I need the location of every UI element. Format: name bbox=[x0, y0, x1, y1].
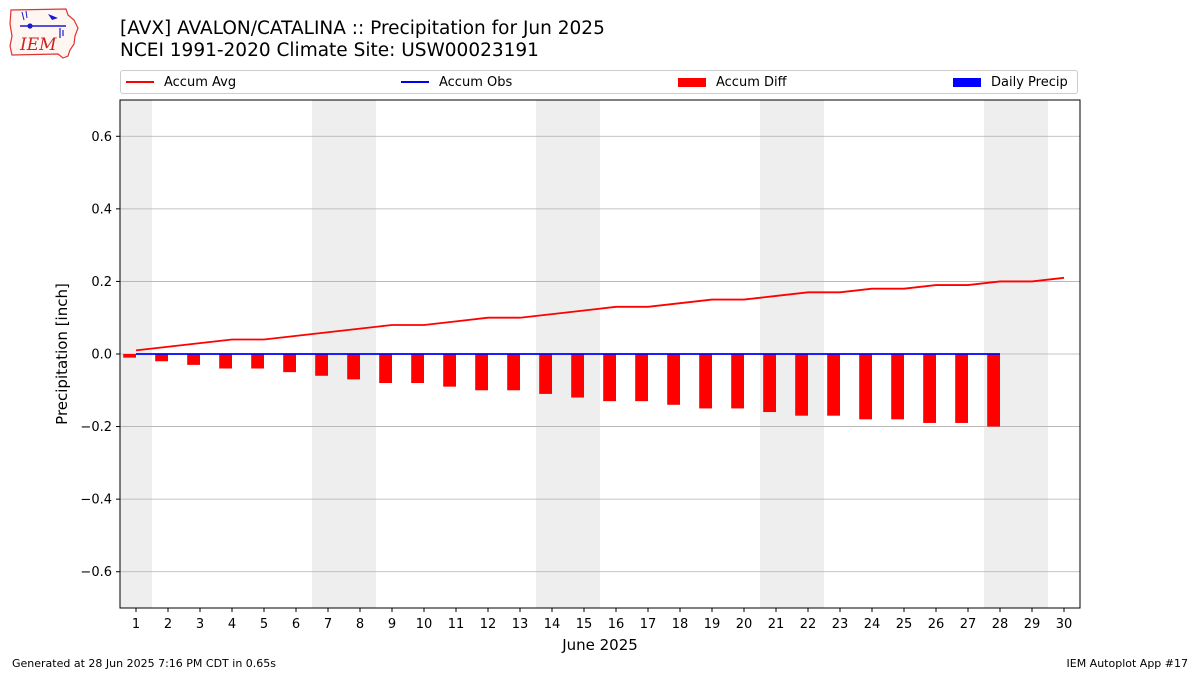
accum-diff-bar bbox=[923, 354, 936, 423]
x-tick-label: 7 bbox=[324, 617, 332, 632]
accum-diff-bar bbox=[699, 354, 712, 409]
x-tick-label: 25 bbox=[896, 617, 913, 632]
x-tick-label: 16 bbox=[608, 617, 625, 632]
legend-swatch-daily-precip bbox=[953, 77, 981, 87]
x-tick-label: 6 bbox=[292, 617, 300, 632]
accum-diff-bar bbox=[443, 354, 456, 387]
accum-diff-bar bbox=[955, 354, 968, 423]
accum-diff-bar bbox=[155, 354, 168, 362]
x-tick-label: 10 bbox=[416, 617, 433, 632]
accum-diff-bar bbox=[411, 354, 424, 384]
y-tick-label: −0.4 bbox=[80, 493, 112, 508]
legend-label-accum-avg: Accum Avg bbox=[164, 74, 237, 90]
x-tick-label: 29 bbox=[1024, 617, 1041, 632]
accum-diff-bar bbox=[603, 354, 616, 402]
legend: Accum Avg Accum Obs Accum Diff Daily Pre… bbox=[120, 70, 1078, 94]
accum-diff-bar bbox=[315, 354, 328, 376]
x-tick-label: 9 bbox=[388, 617, 396, 632]
x-tick-label: 11 bbox=[448, 617, 465, 632]
legend-label-daily-precip: Daily Precip bbox=[991, 74, 1068, 90]
x-tick-label: 3 bbox=[196, 617, 204, 632]
accum-diff-bar bbox=[283, 354, 296, 373]
x-tick-label: 22 bbox=[800, 617, 817, 632]
x-tick-label: 21 bbox=[768, 617, 785, 632]
generated-footer: Generated at 28 Jun 2025 7:16 PM CDT in … bbox=[12, 657, 277, 670]
accum-diff-bar bbox=[795, 354, 808, 416]
legend-item-accum-diff: Accum Diff bbox=[678, 71, 787, 93]
accum-diff-bar bbox=[667, 354, 680, 405]
accum-diff-bar bbox=[123, 354, 136, 358]
legend-swatch-accum-avg bbox=[126, 81, 154, 83]
iem-logo: IEM bbox=[9, 8, 79, 59]
x-tick-label: 19 bbox=[704, 617, 721, 632]
x-tick-label: 4 bbox=[228, 617, 236, 632]
y-tick-label: 0.4 bbox=[91, 202, 112, 217]
legend-label-accum-obs: Accum Obs bbox=[439, 74, 513, 90]
x-tick-label: 24 bbox=[864, 617, 881, 632]
x-tick-label: 18 bbox=[672, 617, 689, 632]
x-tick-label: 2 bbox=[164, 617, 172, 632]
accum-diff-bar bbox=[187, 354, 200, 365]
logo-text: IEM bbox=[19, 35, 57, 55]
accum-diff-bar bbox=[571, 354, 584, 398]
chart-subtitle: NCEI 1991-2020 Climate Site: USW00023191 bbox=[120, 40, 539, 61]
accum-diff-bar bbox=[347, 354, 360, 380]
legend-label-accum-diff: Accum Diff bbox=[716, 74, 787, 90]
accum-diff-bar bbox=[731, 354, 744, 409]
accum-diff-bar bbox=[635, 354, 648, 402]
accum-diff-bar bbox=[859, 354, 872, 420]
y-tick-label: −0.6 bbox=[80, 565, 112, 580]
app-footer: IEM Autoplot App #17 bbox=[1066, 657, 1189, 670]
x-axis-label: June 2025 bbox=[561, 636, 638, 654]
x-tick-label: 28 bbox=[992, 617, 1009, 632]
x-tick-label: 23 bbox=[832, 617, 849, 632]
y-tick-label: 0.2 bbox=[91, 275, 112, 290]
x-tick-label: 12 bbox=[480, 617, 497, 632]
legend-item-accum-avg: Accum Avg bbox=[126, 71, 236, 93]
x-tick-label: 1 bbox=[132, 617, 140, 632]
x-tick-label: 27 bbox=[960, 617, 977, 632]
accum-diff-bar bbox=[251, 354, 264, 369]
y-tick-label: −0.2 bbox=[80, 420, 112, 435]
accum-diff-bar bbox=[763, 354, 776, 413]
accum-avg-line bbox=[135, 276, 1065, 352]
legend-swatch-accum-obs bbox=[401, 81, 429, 83]
accum-diff-bar bbox=[891, 354, 904, 420]
legend-item-accum-obs: Accum Obs bbox=[401, 71, 512, 93]
accum-diff-bar bbox=[539, 354, 552, 394]
accum-diff-bar bbox=[475, 354, 488, 391]
x-tick-label: 17 bbox=[640, 617, 657, 632]
x-tick-label: 14 bbox=[544, 617, 561, 632]
x-tick-label: 8 bbox=[356, 617, 364, 632]
accum-diff-bar bbox=[987, 354, 1000, 427]
x-tick-label: 13 bbox=[512, 617, 529, 632]
legend-item-daily-precip: Daily Precip bbox=[953, 71, 1068, 93]
legend-swatch-accum-diff bbox=[678, 77, 706, 87]
x-tick-label: 30 bbox=[1056, 617, 1073, 632]
x-tick-label: 15 bbox=[576, 617, 593, 632]
y-axis-label: Precipitation [inch] bbox=[53, 283, 71, 425]
accum-diff-bar bbox=[379, 354, 392, 384]
y-tick-label: 0.0 bbox=[91, 348, 112, 363]
accum-diff-bar bbox=[219, 354, 232, 369]
x-tick-label: 5 bbox=[260, 617, 268, 632]
x-tick-label: 26 bbox=[928, 617, 945, 632]
accum-diff-bar bbox=[507, 354, 520, 391]
x-tick-label: 20 bbox=[736, 617, 753, 632]
chart-title: [AVX] AVALON/CATALINA :: Precipitation f… bbox=[120, 18, 605, 39]
y-tick-label: 0.6 bbox=[91, 130, 112, 145]
accum-diff-bar bbox=[827, 354, 840, 416]
